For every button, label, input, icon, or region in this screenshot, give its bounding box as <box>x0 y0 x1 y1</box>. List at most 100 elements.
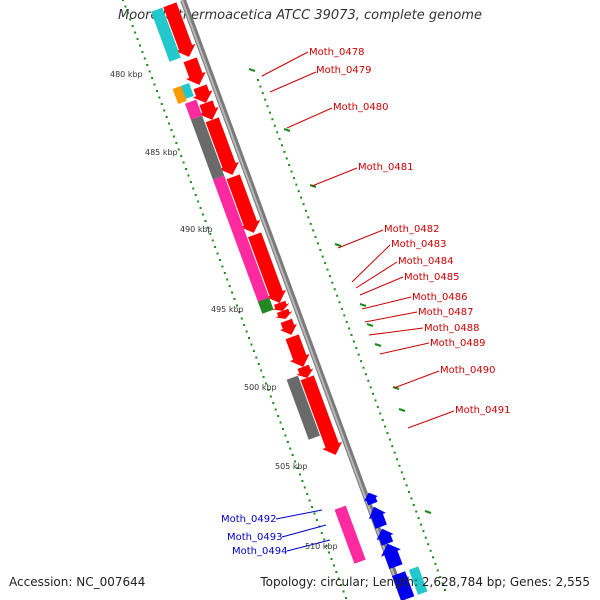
scale-label-495: 495 kbp <box>211 305 244 314</box>
gene-label-moth-0481[interactable]: Moth_0481 <box>358 162 413 173</box>
scale-dot <box>291 454 294 456</box>
scale-dot <box>374 399 377 402</box>
scale-major-tick <box>248 68 256 72</box>
scale-dot <box>262 376 265 378</box>
gene-cyan-0 <box>151 7 181 62</box>
gene-label-moth-0492[interactable]: Moth_0492 <box>221 514 276 525</box>
scale-dot <box>228 285 231 287</box>
scale-dot <box>177 148 180 151</box>
scale-dot <box>168 122 171 125</box>
scale-dot <box>281 428 284 430</box>
leader-line <box>368 327 424 336</box>
scale-dot <box>335 571 338 573</box>
scale-dot <box>314 235 317 238</box>
gene-red-10 <box>285 334 310 367</box>
scale-dot <box>155 90 158 92</box>
gene-label-moth-0482[interactable]: Moth_0482 <box>384 224 439 235</box>
scale-dot <box>360 360 363 363</box>
scale-dot <box>316 242 319 245</box>
scale-dot <box>148 70 151 73</box>
scale-dot <box>284 434 287 437</box>
gene-label-moth-0490[interactable]: Moth_0490 <box>440 365 495 376</box>
scale-dot <box>415 510 418 513</box>
scale-dot <box>400 471 403 474</box>
gene-label-moth-0489[interactable]: Moth_0489 <box>430 338 485 349</box>
scale-dot <box>189 181 192 183</box>
leader-line <box>379 342 430 355</box>
gene-label-moth-0479[interactable]: Moth_0479 <box>316 65 371 76</box>
scale-dot <box>273 124 276 127</box>
scale-dot <box>172 135 175 138</box>
scale-dot <box>357 353 360 356</box>
gene-label-moth-0485[interactable]: Moth_0485 <box>404 272 459 283</box>
scale-major-tick <box>392 386 400 390</box>
gene-label-moth-0488[interactable]: Moth_0488 <box>424 323 479 334</box>
gene-label-moth-0478[interactable]: Moth_0478 <box>309 47 364 58</box>
scale-dot <box>288 164 291 166</box>
scale-dot <box>417 517 420 520</box>
scale-dot <box>328 275 331 278</box>
scale-dot <box>160 103 163 105</box>
scale-dot <box>276 131 279 134</box>
scale-label-500: 500 kbp <box>244 383 277 392</box>
scale-dot <box>298 473 301 476</box>
scale-dot <box>267 389 270 391</box>
scale-dot <box>303 486 306 489</box>
scale-dot <box>410 497 413 500</box>
scale-dot <box>301 480 304 482</box>
leader-line <box>359 276 404 296</box>
scale-major-tick <box>424 510 432 514</box>
leader-line <box>269 71 317 93</box>
gene-label-moth-0487[interactable]: Moth_0487 <box>418 307 473 318</box>
scale-label-490: 490 kbp <box>180 225 213 234</box>
scale-dot <box>218 259 221 261</box>
scale-label-480: 480 kbp <box>110 70 143 79</box>
scale-dot <box>274 408 277 411</box>
scale-dot <box>308 499 311 502</box>
scale-dot <box>250 343 253 346</box>
gene-label-moth-0494[interactable]: Moth_0494 <box>232 546 287 557</box>
scale-dot <box>223 272 226 274</box>
scale-dot <box>345 597 347 599</box>
scale-dot <box>336 294 339 297</box>
scale-major-tick <box>398 408 406 412</box>
gene-label-moth-0491[interactable]: Moth_0491 <box>455 405 510 416</box>
scale-dot <box>180 155 183 157</box>
leader-line <box>337 229 384 249</box>
scale-dot <box>185 168 188 170</box>
scale-dot <box>302 203 305 206</box>
gene-label-moth-0483[interactable]: Moth_0483 <box>391 239 446 250</box>
scale-dot <box>257 363 260 365</box>
scale-major-tick <box>366 323 374 327</box>
scale-dot <box>311 506 314 508</box>
scale-dot <box>277 415 280 417</box>
scale-dot <box>321 255 324 258</box>
gene-blue-2 <box>376 528 394 546</box>
scale-dot <box>269 395 272 398</box>
scale-dot <box>340 584 343 586</box>
scale-dot <box>338 301 341 304</box>
gene-red-0 <box>163 2 196 57</box>
scale-dot <box>271 118 274 121</box>
gene-label-moth-0484[interactable]: Moth_0484 <box>398 256 453 267</box>
gene-pink-0 <box>184 99 203 120</box>
scale-dot <box>319 249 322 251</box>
scale-dot <box>398 464 401 467</box>
scale-dot <box>126 12 129 14</box>
scale-dot <box>296 467 299 469</box>
scale-dot <box>261 92 264 95</box>
scale-dot <box>444 589 446 591</box>
scale-dot <box>330 558 333 560</box>
gene-label-moth-0493[interactable]: Moth_0493 <box>227 532 282 543</box>
gene-blue-4 <box>391 571 415 600</box>
gene-label-moth-0486[interactable]: Moth_0486 <box>412 292 467 303</box>
scale-labels: 480 kbp 485 kbp 490 kbp 495 kbp 500 kbp … <box>110 70 338 551</box>
gene-label-moth-0480[interactable]: Moth_0480 <box>333 102 388 113</box>
scale-dot <box>384 425 387 428</box>
scale-dot <box>216 252 219 255</box>
leader-line <box>355 261 398 289</box>
scale-label-505: 505 kbp <box>275 462 308 471</box>
gene-pink-1 <box>212 175 270 304</box>
scale-dot <box>325 545 328 547</box>
scale-dot <box>403 477 406 480</box>
